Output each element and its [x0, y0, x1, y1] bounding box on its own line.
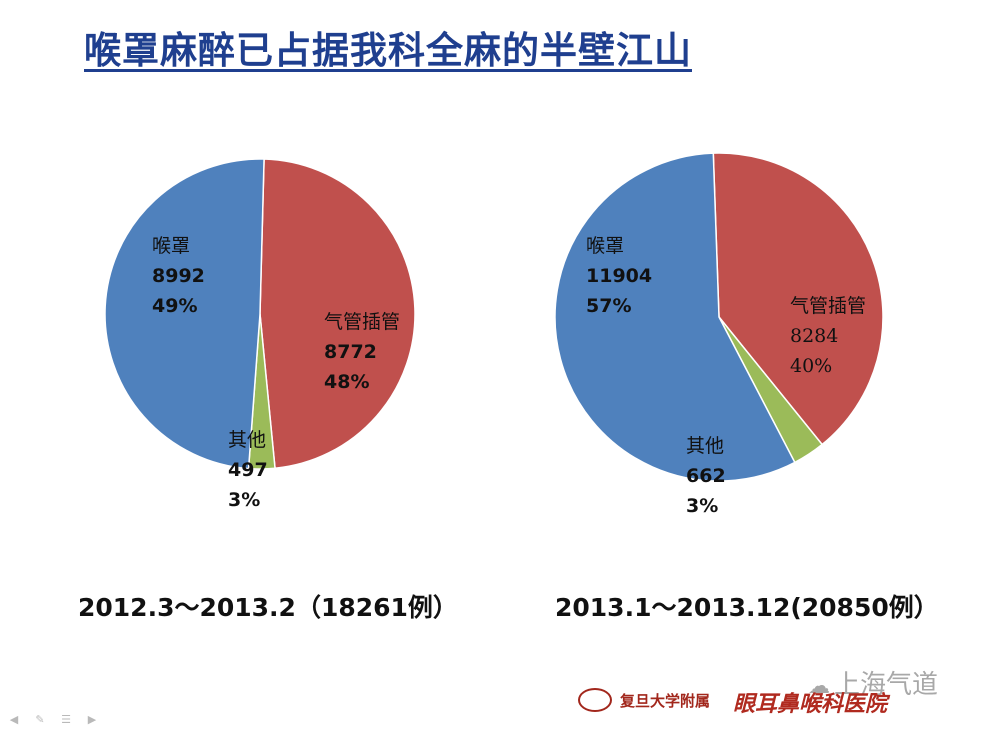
hospital-seal-icon — [578, 688, 612, 712]
slice-name: 其他 — [228, 429, 266, 451]
slice-percent: 57% — [586, 295, 631, 317]
arrow-right-icon[interactable]: ▶ — [87, 712, 97, 726]
slice-percent: 3% — [228, 489, 260, 511]
slice-value: 497 — [228, 459, 268, 481]
slice-value: 8284 — [790, 325, 838, 347]
slice-value: 662 — [686, 465, 726, 487]
pie-label-0-0: 喉罩 8992 49% — [152, 235, 205, 317]
slice-name: 其他 — [686, 435, 724, 457]
chart-caption-2012: 2012.3～2013.2（18261例） — [78, 593, 458, 622]
pie-label-0-2: 其他 497 3% — [228, 429, 268, 511]
slice-percent: 40% — [790, 355, 832, 377]
hospital-prefix: 复旦大学附属 — [620, 692, 711, 710]
menu-icon[interactable]: ☰ — [61, 712, 71, 726]
slice-name: 喉罩 — [152, 235, 190, 257]
pie-label-1-0: 喉罩 11904 57% — [586, 235, 652, 317]
chart-caption-2013: 2013.1～2013.12(20850例） — [555, 593, 939, 622]
pen-icon[interactable]: ✎ — [35, 712, 45, 726]
pie-slice-1-0 — [554, 152, 796, 482]
pie-slice-0-1 — [259, 158, 416, 470]
pie-label-0-1: 气管插管 8772 48% — [324, 311, 400, 393]
pie-slice-0-0 — [104, 158, 265, 470]
pie-label-1-1: 气管插管 8284 40% — [790, 295, 866, 377]
slice-name: 喉罩 — [586, 235, 624, 257]
pie-slice-1-1 — [712, 152, 884, 446]
slice-percent: 3% — [686, 495, 718, 517]
arrow-left-icon[interactable]: ◀ — [9, 712, 19, 726]
pie-label-1-2: 其他 662 3% — [686, 435, 726, 517]
page-title: 喉罩麻醉已占据我科全麻的半壁江山 — [84, 29, 692, 72]
watermark-text: 上海气道 — [834, 670, 939, 700]
slice-name: 气管插管 — [324, 311, 400, 333]
hospital-name: 眼耳鼻喉科医院 — [733, 691, 888, 717]
slideshow-toolbar: ◀ ✎ ☰ ▶ — [6, 712, 100, 728]
wechat-watermark: ☁ 上海气道 — [808, 664, 938, 701]
slice-percent: 49% — [152, 295, 197, 317]
slice-value: 11904 — [586, 265, 652, 287]
slice-value: 8772 — [324, 341, 377, 363]
wechat-icon: ☁ — [808, 674, 830, 699]
slice-value: 8992 — [152, 265, 205, 287]
slice-name: 气管插管 — [790, 295, 866, 317]
hospital-logo: 复旦大学附属 眼耳鼻喉科医院 — [578, 686, 933, 720]
slice-percent: 48% — [324, 371, 369, 393]
